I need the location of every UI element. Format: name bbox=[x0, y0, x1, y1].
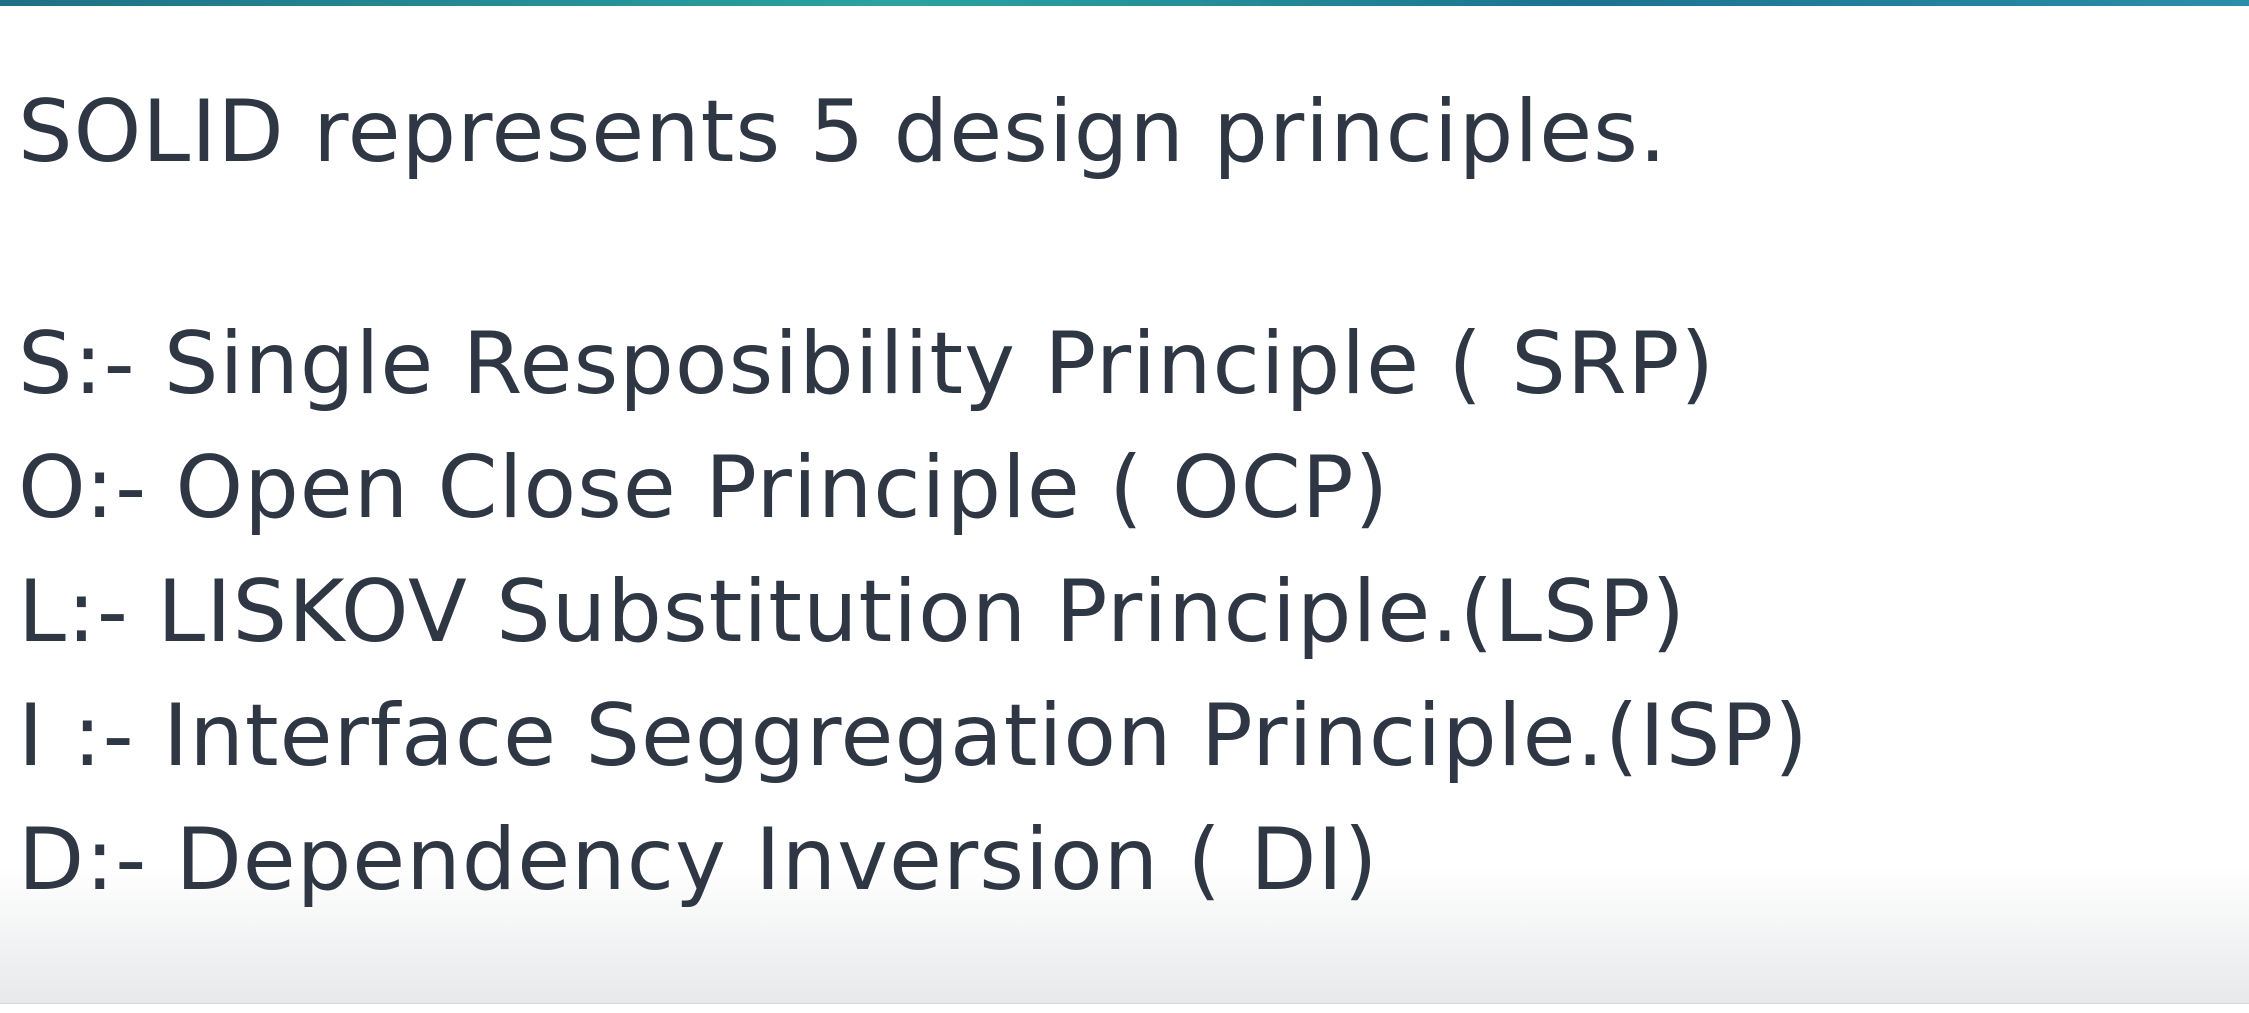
slide-content: SOLID represents 5 design principles. S:… bbox=[18, 72, 2218, 922]
slide-bottom-shade bbox=[0, 866, 2249, 1009]
bottom-edge bbox=[0, 1003, 2249, 1013]
slide-title: SOLID represents 5 design principles. bbox=[18, 82, 1668, 182]
principle-di: D:- Dependency Inversion ( DI) bbox=[18, 810, 1379, 910]
top-window-strip bbox=[0, 0, 2249, 6]
principle-isp: I :- Interface Seggregation Principle.(I… bbox=[18, 686, 1809, 786]
principle-srp: S:- Single Resposibility Principle ( SRP… bbox=[18, 314, 1716, 414]
slide bbox=[0, 6, 2249, 1009]
principles-list: S:- Single Resposibility Principle ( SRP… bbox=[18, 302, 2218, 922]
principle-ocp: O:- Open Close Principle ( OCP) bbox=[18, 438, 1390, 538]
principle-lsp: L:- LISKOV Substitution Principle.(LSP) bbox=[18, 562, 1687, 662]
